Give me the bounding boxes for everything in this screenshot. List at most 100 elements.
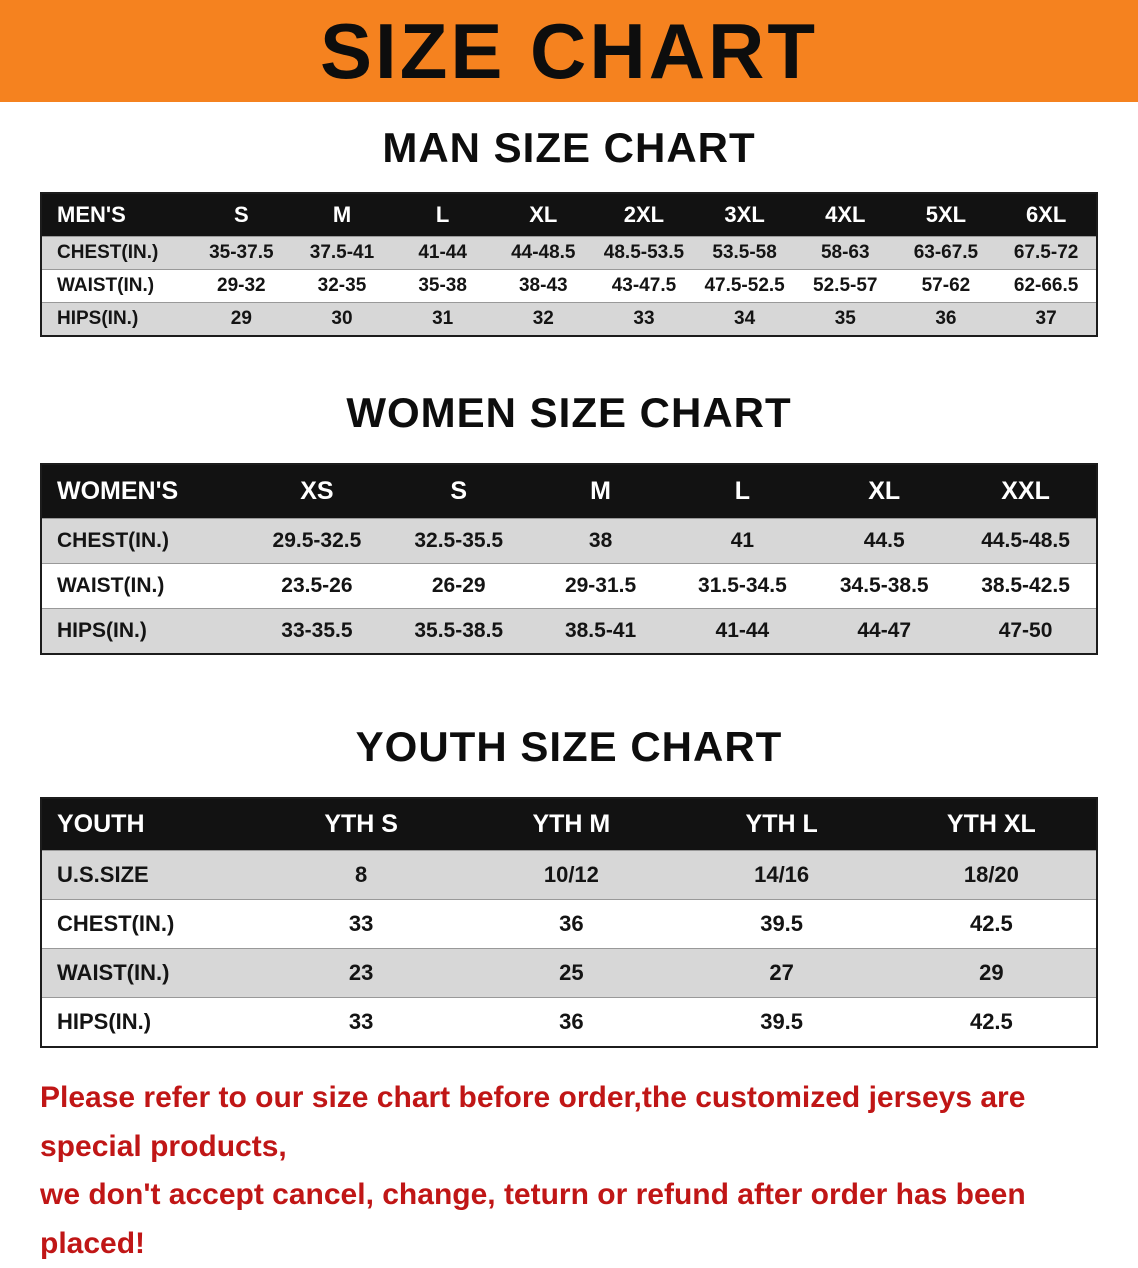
measurement-value: 37.5-41	[291, 236, 393, 270]
measurement-row: HIPS(IN.) 33 36 39.5 42.5	[41, 997, 1097, 1047]
measurement-value: 41-44	[671, 608, 814, 654]
page-title: SIZE CHART	[320, 7, 818, 95]
measurement-value: 38	[529, 518, 672, 564]
measurement-value: 62-66.5	[996, 269, 1097, 303]
measurement-value: 29.5-32.5	[246, 518, 388, 564]
measurement-row: WAIST(IN.) 29-32 32-35 35-38 38-43 43-47.5 47.…	[41, 269, 1097, 303]
size-column-header: M	[291, 193, 393, 237]
measurement-label: WAIST(IN.)	[41, 269, 191, 303]
measurement-value: 41-44	[392, 236, 493, 270]
measurement-value: 58-63	[794, 236, 896, 270]
size-column-header: M	[529, 464, 672, 519]
measurement-label: HIPS(IN.)	[41, 608, 246, 654]
measurement-value: 43-47.5	[593, 269, 695, 303]
measurement-value: 36	[466, 899, 677, 949]
measurement-label: HIPS(IN.)	[41, 302, 191, 336]
measurement-value: 38.5-41	[529, 608, 672, 654]
measurement-row: CHEST(IN.) 33 36 39.5 42.5	[41, 899, 1097, 949]
disclaimer-line-2: we don't accept cancel, change, teturn o…	[40, 1178, 1026, 1260]
measurement-value: 29-32	[191, 269, 292, 303]
measurement-value: 29	[191, 302, 292, 336]
measurement-value: 31.5-34.5	[671, 563, 814, 609]
measurement-value: 35	[794, 302, 896, 336]
women-size-section: WOMEN SIZE CHART WOMEN'S XS S M L XL XXL CHEST(…	[0, 389, 1138, 655]
measurement-row: U.S.SIZE 8 10/12 14/16 18/20	[41, 850, 1097, 900]
measurement-row: HIPS(IN.) 33-35.5 35.5-38.5 38.5-41 41-44 44-…	[41, 608, 1097, 654]
measurement-value: 47.5-52.5	[694, 269, 795, 303]
measurement-value: 23	[256, 948, 467, 998]
size-column-header: YTH S	[256, 798, 467, 851]
measurement-value: 42.5	[886, 899, 1097, 949]
measurement-value: 44.5	[813, 518, 956, 564]
measurement-value: 35.5-38.5	[387, 608, 530, 654]
size-table-header-row: MEN'S S M L XL 2XL 3XL 4XL 5XL 6XL	[41, 193, 1097, 237]
size-column-header: S	[387, 464, 530, 519]
size-column-header: YTH L	[676, 798, 887, 851]
measurement-value: 34.5-38.5	[813, 563, 956, 609]
measurement-value: 53.5-58	[694, 236, 795, 270]
measurement-value: 33	[256, 997, 467, 1047]
table-title-cell: MEN'S	[41, 193, 191, 237]
size-column-header: S	[191, 193, 292, 237]
measurement-value: 47-50	[955, 608, 1097, 654]
women-size-table: WOMEN'S XS S M L XL XXL CHEST(IN.) 29.5-32.5 32.5…	[40, 463, 1098, 655]
measurement-value: 25	[466, 948, 677, 998]
size-column-header: 2XL	[593, 193, 695, 237]
size-column-header: L	[392, 193, 493, 237]
measurement-value: 44-47	[813, 608, 956, 654]
measurement-label: HIPS(IN.)	[41, 997, 256, 1047]
measurement-value: 33	[256, 899, 467, 949]
measurement-value: 35-37.5	[191, 236, 292, 270]
measurement-value: 18/20	[886, 850, 1097, 900]
measurement-label: WAIST(IN.)	[41, 563, 246, 609]
measurement-value: 32-35	[291, 269, 393, 303]
women-section-heading: WOMEN SIZE CHART	[346, 389, 792, 436]
size-column-header: XS	[246, 464, 388, 519]
measurement-value: 31	[392, 302, 493, 336]
measurement-value: 26-29	[387, 563, 530, 609]
measurement-value: 39.5	[676, 899, 887, 949]
youth-size-section: YOUTH SIZE CHART YOUTH YTH S YTH M YTH L YTH…	[0, 723, 1138, 1048]
size-table-header-row: WOMEN'S XS S M L XL XXL	[41, 464, 1097, 519]
measurement-value: 42.5	[886, 997, 1097, 1047]
men-section-heading: MAN SIZE CHART	[382, 124, 756, 171]
measurement-value: 23.5-26	[246, 563, 388, 609]
measurement-value: 36	[895, 302, 997, 336]
measurement-value: 48.5-53.5	[593, 236, 695, 270]
measurement-row: HIPS(IN.) 29 30 31 32 33 34 35 36 37	[41, 302, 1097, 336]
size-table-header-row: YOUTH YTH S YTH M YTH L YTH XL	[41, 798, 1097, 851]
size-column-header: XL	[813, 464, 956, 519]
table-title-cell: YOUTH	[41, 798, 256, 851]
measurement-value: 8	[256, 850, 467, 900]
youth-size-table: YOUTH YTH S YTH M YTH L YTH XL U.S.SIZE 8 10/12…	[40, 797, 1098, 1048]
measurement-value: 14/16	[676, 850, 887, 900]
banner: SIZE CHART	[0, 0, 1138, 102]
size-column-header: 5XL	[895, 193, 997, 237]
measurement-value: 29	[886, 948, 1097, 998]
size-column-header: YTH XL	[886, 798, 1097, 851]
measurement-value: 35-38	[392, 269, 493, 303]
measurement-label: U.S.SIZE	[41, 850, 256, 900]
men-size-table: MEN'S S M L XL 2XL 3XL 4XL 5XL 6XL CHEST(IN.) 35-37…	[40, 192, 1098, 337]
size-column-header: L	[671, 464, 814, 519]
size-column-header: YTH M	[466, 798, 677, 851]
measurement-row: CHEST(IN.) 29.5-32.5 32.5-35.5 38 41 44.5 44.5…	[41, 518, 1097, 564]
table-title-cell: WOMEN'S	[41, 464, 246, 519]
disclaimer: Please refer to our size chart before or…	[40, 1074, 1098, 1268]
measurement-row: WAIST(IN.) 23 25 27 29	[41, 948, 1097, 998]
measurement-value: 44-48.5	[492, 236, 594, 270]
measurement-value: 29-31.5	[529, 563, 672, 609]
measurement-value: 30	[291, 302, 393, 336]
measurement-label: WAIST(IN.)	[41, 948, 256, 998]
measurement-value: 32	[492, 302, 594, 336]
men-size-section: MAN SIZE CHART MEN'S S M L XL 2XL 3XL 4XL 5XL 6XL…	[0, 124, 1138, 337]
measurement-value: 44.5-48.5	[955, 518, 1097, 564]
measurement-value: 27	[676, 948, 887, 998]
measurement-value: 33	[593, 302, 695, 336]
disclaimer-line-1: Please refer to our size chart before or…	[40, 1081, 1026, 1163]
measurement-value: 32.5-35.5	[387, 518, 530, 564]
youth-section-heading: YOUTH SIZE CHART	[355, 723, 783, 770]
measurement-value: 57-62	[895, 269, 997, 303]
measurement-value: 52.5-57	[794, 269, 896, 303]
